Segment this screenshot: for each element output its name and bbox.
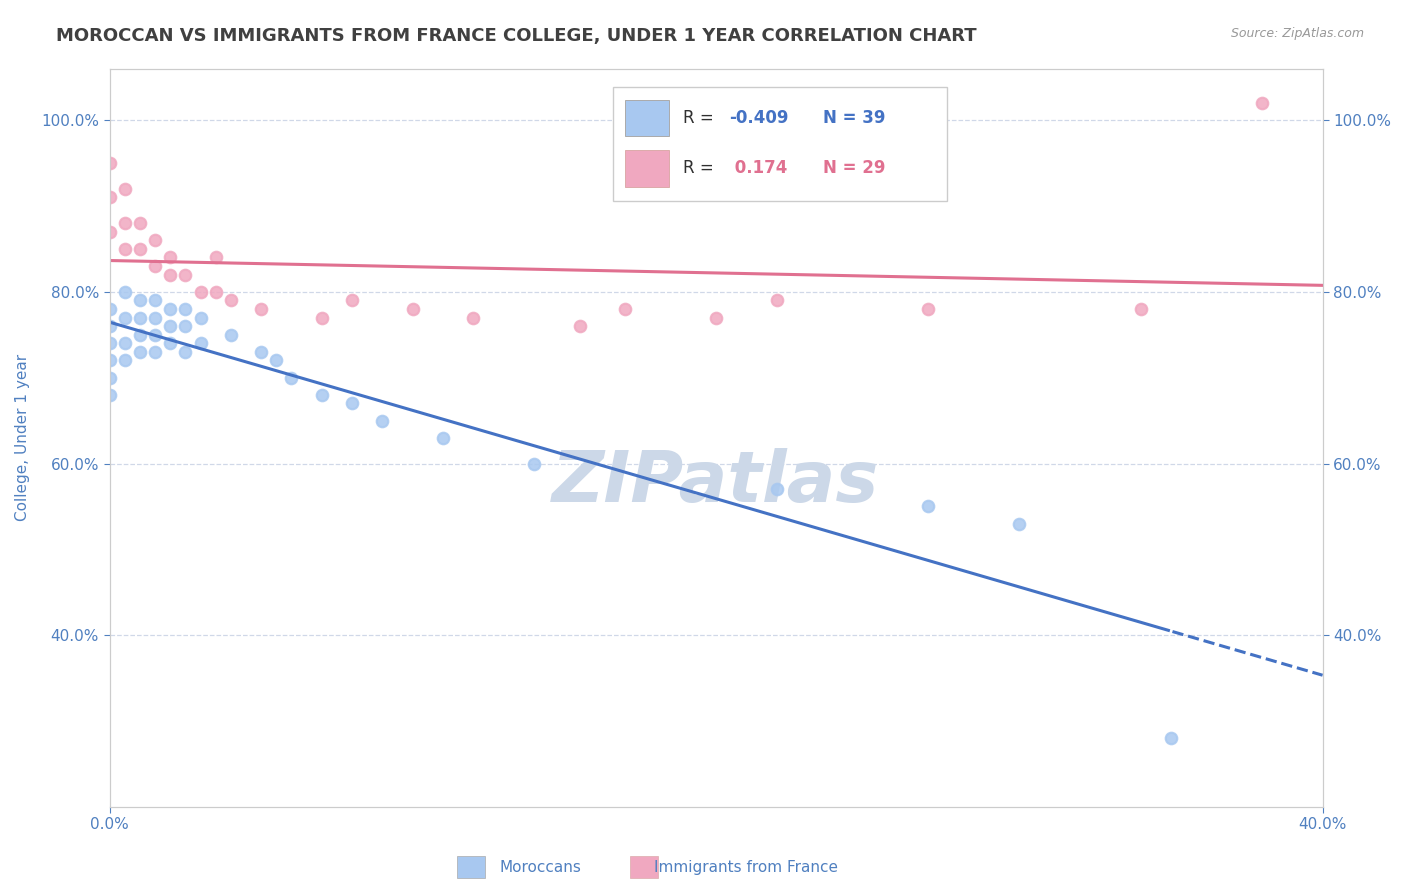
- Point: [114, 182, 136, 196]
- Point: [280, 370, 302, 384]
- Point: [98, 353, 121, 368]
- Bar: [457, 856, 485, 878]
- Point: [143, 293, 166, 308]
- Point: [402, 301, 425, 316]
- Point: [704, 310, 727, 325]
- Text: -0.409: -0.409: [730, 109, 789, 127]
- Point: [190, 310, 212, 325]
- Point: [614, 301, 637, 316]
- Point: [250, 301, 273, 316]
- Point: [143, 233, 166, 247]
- Point: [174, 301, 197, 316]
- Point: [523, 457, 546, 471]
- Bar: [630, 856, 658, 878]
- Point: [340, 396, 363, 410]
- Text: R =: R =: [683, 109, 720, 127]
- Point: [1008, 516, 1031, 531]
- Text: R =: R =: [683, 159, 720, 178]
- Point: [98, 190, 121, 204]
- Point: [143, 310, 166, 325]
- Point: [190, 336, 212, 351]
- Point: [128, 216, 150, 230]
- Point: [204, 285, 226, 299]
- Point: [98, 319, 121, 334]
- FancyBboxPatch shape: [613, 87, 946, 202]
- Point: [311, 388, 333, 402]
- Point: [98, 301, 121, 316]
- Text: MOROCCAN VS IMMIGRANTS FROM FRANCE COLLEGE, UNDER 1 YEAR CORRELATION CHART: MOROCCAN VS IMMIGRANTS FROM FRANCE COLLE…: [56, 27, 977, 45]
- Point: [159, 301, 181, 316]
- Point: [1129, 301, 1152, 316]
- Point: [463, 310, 485, 325]
- Y-axis label: College, Under 1 year: College, Under 1 year: [15, 354, 30, 521]
- Point: [432, 431, 454, 445]
- Point: [114, 336, 136, 351]
- Point: [98, 336, 121, 351]
- Point: [159, 268, 181, 282]
- Text: ZIPatlas: ZIPatlas: [553, 448, 880, 516]
- Point: [568, 319, 591, 334]
- Point: [98, 225, 121, 239]
- Point: [311, 310, 333, 325]
- Point: [1251, 95, 1274, 110]
- Point: [143, 327, 166, 342]
- Point: [128, 310, 150, 325]
- Point: [917, 301, 939, 316]
- Point: [190, 285, 212, 299]
- Point: [98, 388, 121, 402]
- Point: [204, 251, 226, 265]
- Point: [128, 327, 150, 342]
- Point: [917, 500, 939, 514]
- Text: N = 39: N = 39: [823, 109, 886, 127]
- Point: [114, 310, 136, 325]
- Point: [219, 327, 242, 342]
- Point: [250, 344, 273, 359]
- Point: [128, 293, 150, 308]
- Point: [765, 483, 787, 497]
- Point: [266, 353, 288, 368]
- Point: [174, 319, 197, 334]
- Point: [159, 336, 181, 351]
- Point: [1160, 731, 1182, 746]
- Point: [159, 319, 181, 334]
- Point: [371, 414, 394, 428]
- Point: [98, 370, 121, 384]
- Text: N = 29: N = 29: [823, 159, 886, 178]
- Point: [340, 293, 363, 308]
- Point: [114, 285, 136, 299]
- FancyBboxPatch shape: [626, 100, 669, 136]
- Point: [765, 293, 787, 308]
- Point: [174, 268, 197, 282]
- Point: [114, 242, 136, 256]
- Point: [174, 344, 197, 359]
- Point: [128, 242, 150, 256]
- Text: Source: ZipAtlas.com: Source: ZipAtlas.com: [1230, 27, 1364, 40]
- FancyBboxPatch shape: [626, 150, 669, 186]
- Point: [219, 293, 242, 308]
- Text: Moroccans: Moroccans: [499, 860, 581, 874]
- Point: [114, 353, 136, 368]
- Point: [114, 216, 136, 230]
- Point: [143, 259, 166, 273]
- Point: [159, 251, 181, 265]
- Text: 0.174: 0.174: [730, 159, 787, 178]
- Point: [98, 156, 121, 170]
- Point: [128, 344, 150, 359]
- Text: Immigrants from France: Immigrants from France: [654, 860, 838, 874]
- Point: [143, 344, 166, 359]
